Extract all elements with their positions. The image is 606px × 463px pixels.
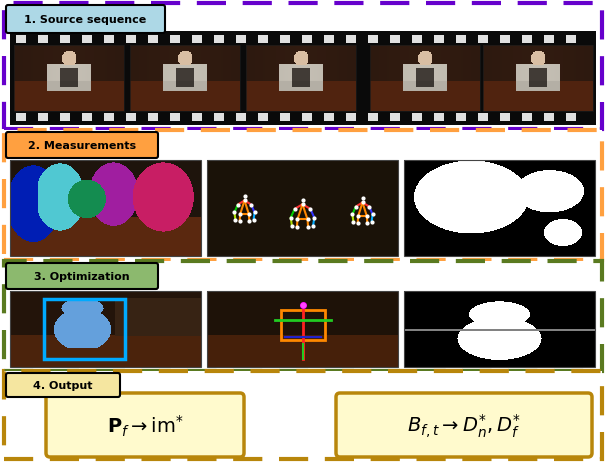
Bar xyxy=(370,46,480,112)
Bar xyxy=(148,36,158,44)
Bar xyxy=(478,36,488,44)
Bar xyxy=(82,36,92,44)
Bar xyxy=(4,262,602,371)
Text: $\mathbf{P}_{f} \rightarrow \mathrm{im}^{*}$: $\mathbf{P}_{f} \rightarrow \mathrm{im}^… xyxy=(107,413,184,438)
Bar xyxy=(104,36,114,44)
Bar xyxy=(434,36,444,44)
FancyBboxPatch shape xyxy=(6,6,165,34)
Bar xyxy=(280,36,290,44)
Bar xyxy=(236,114,246,122)
Bar xyxy=(346,36,356,44)
Bar xyxy=(16,114,26,122)
Bar xyxy=(281,310,324,341)
Bar xyxy=(207,161,398,257)
Bar xyxy=(522,36,532,44)
FancyBboxPatch shape xyxy=(6,133,158,159)
Bar xyxy=(246,46,356,112)
FancyBboxPatch shape xyxy=(336,393,592,457)
Bar xyxy=(500,114,510,122)
Bar xyxy=(404,161,595,257)
Bar xyxy=(544,36,554,44)
Bar xyxy=(192,114,202,122)
Text: 1. Source sequence: 1. Source sequence xyxy=(24,15,147,25)
Bar xyxy=(390,114,400,122)
FancyBboxPatch shape xyxy=(6,263,158,289)
Bar xyxy=(368,36,378,44)
Bar xyxy=(483,46,593,112)
Bar xyxy=(4,371,602,459)
Bar xyxy=(412,36,422,44)
Bar xyxy=(60,114,70,122)
Bar xyxy=(302,36,312,44)
Bar xyxy=(566,36,576,44)
Text: $B_{f,t} \rightarrow D_{n}^{*}, D_{f}^{*}$: $B_{f,t} \rightarrow D_{n}^{*}, D_{f}^{*… xyxy=(407,412,521,439)
Bar xyxy=(10,291,201,367)
Bar xyxy=(148,114,158,122)
Bar xyxy=(214,114,224,122)
Bar xyxy=(368,114,378,122)
Bar xyxy=(4,4,602,130)
Bar xyxy=(38,114,48,122)
Bar xyxy=(214,36,224,44)
Bar xyxy=(207,291,398,367)
Bar xyxy=(434,114,444,122)
Bar xyxy=(4,131,602,260)
Text: 4. Output: 4. Output xyxy=(33,380,93,390)
Bar xyxy=(280,114,290,122)
Bar xyxy=(346,114,356,122)
Bar xyxy=(544,114,554,122)
FancyBboxPatch shape xyxy=(46,393,244,457)
Bar xyxy=(412,114,422,122)
Bar xyxy=(130,46,240,112)
Bar xyxy=(207,161,398,257)
Bar xyxy=(258,114,268,122)
Bar xyxy=(404,291,595,367)
Bar xyxy=(478,114,488,122)
Bar xyxy=(390,36,400,44)
Bar xyxy=(456,36,466,44)
Bar xyxy=(207,291,398,367)
Text: 2. Measurements: 2. Measurements xyxy=(28,141,136,150)
Bar xyxy=(60,36,70,44)
Bar xyxy=(170,36,180,44)
Bar xyxy=(104,114,114,122)
Bar xyxy=(10,32,596,126)
Bar xyxy=(170,114,180,122)
Bar xyxy=(16,36,26,44)
Bar xyxy=(324,36,334,44)
Text: 3. Optimization: 3. Optimization xyxy=(34,271,130,282)
Bar xyxy=(236,36,246,44)
Bar xyxy=(258,36,268,44)
Bar xyxy=(82,114,92,122)
Bar xyxy=(456,114,466,122)
Bar xyxy=(522,114,532,122)
Bar xyxy=(126,114,136,122)
Bar xyxy=(14,46,124,112)
FancyBboxPatch shape xyxy=(6,373,120,397)
Bar xyxy=(126,36,136,44)
Bar xyxy=(566,114,576,122)
Bar xyxy=(500,36,510,44)
Bar xyxy=(38,36,48,44)
Bar xyxy=(192,36,202,44)
Bar xyxy=(10,161,201,257)
Bar xyxy=(324,114,334,122)
Bar xyxy=(302,114,312,122)
Bar xyxy=(44,299,125,360)
